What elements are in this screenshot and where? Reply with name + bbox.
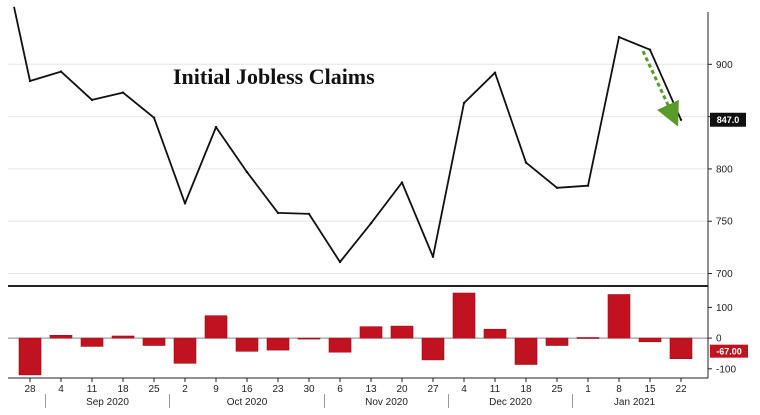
lower-tick-label: 0 [716, 334, 722, 345]
change-bar [204, 315, 228, 339]
bar-last-value-tag: -67.00 [710, 344, 748, 358]
x-tick-label: 13 [365, 384, 377, 395]
change-bar [607, 294, 631, 339]
claims-change-panel: 100 0 -100 -67.00 [8, 292, 748, 376]
x-tick-label: 23 [272, 384, 284, 395]
claims-point [400, 181, 404, 184]
change-bar [49, 334, 73, 339]
change-bar [638, 337, 662, 343]
x-tick-label: 9 [213, 384, 219, 395]
claims-point [431, 255, 435, 258]
x-tick-label: 22 [675, 384, 687, 395]
change-bar [266, 337, 290, 351]
claims-point [183, 202, 187, 205]
trend-arrow [641, 50, 679, 127]
x-tick-label: 18 [117, 384, 129, 395]
claims-point [524, 161, 528, 164]
change-bar [669, 337, 693, 360]
change-bar [142, 337, 166, 346]
change-bar [483, 328, 507, 339]
x-tick-label: 27 [427, 384, 439, 395]
x-tick-label: 6 [337, 384, 343, 395]
lower-tick-label: 100 [716, 303, 733, 314]
x-tick-label: 4 [58, 384, 64, 395]
claims-point [586, 184, 590, 187]
claims-line [13, 6, 682, 263]
claims-point [369, 222, 373, 225]
x-tick-label: 11 [87, 384, 98, 395]
x-month-label: Nov 2020 [365, 397, 408, 408]
change-bar [452, 292, 476, 339]
claims-point [338, 260, 342, 264]
x-tick-label: 2 [182, 384, 188, 395]
change-bar [390, 325, 414, 339]
change-bar [111, 335, 135, 339]
claims-point [28, 79, 32, 83]
change-bar [80, 337, 104, 347]
upper-tick-label: 750 [716, 217, 733, 228]
claims-point [276, 211, 280, 215]
x-tick-label: 11 [490, 384, 501, 395]
bar-last-value-label: -67.00 [716, 347, 742, 357]
last-value-tag: 847.0 [710, 112, 746, 127]
claims-point [462, 101, 466, 105]
change-bar [235, 337, 259, 352]
claims-point [245, 170, 249, 174]
x-axis: 28 4 11 18 25 2 9 16 23 30 6 13 20 27 4 11 18 25 1 8 15 22Sep… [24, 378, 687, 408]
claims-point [493, 71, 497, 74]
claims-point [555, 186, 559, 189]
upper-tick-label: 800 [716, 164, 733, 175]
change-bar [297, 337, 321, 340]
x-month-label: Dec 2020 [489, 397, 532, 408]
x-tick-label: 28 [24, 384, 36, 395]
change-bar [18, 337, 42, 376]
x-tick-label: 16 [241, 384, 253, 395]
claims-points [28, 35, 683, 264]
x-tick-label: 8 [616, 384, 622, 395]
claims-y-axis: 700750800850900 [708, 60, 733, 280]
x-tick-label: 4 [461, 384, 467, 395]
change-y-axis: 100 0 -100 [708, 303, 736, 375]
change-bar [328, 337, 352, 353]
x-tick-label: 15 [644, 384, 656, 395]
claims-point [90, 98, 94, 102]
x-tick-label: 1 [585, 384, 591, 395]
claims-line-panel: Initial Jobless Claims 700750800850900 8… [8, 6, 746, 280]
x-month-label: Sep 2020 [86, 397, 129, 408]
x-tick-label: 20 [396, 384, 408, 395]
change-bar [545, 337, 569, 346]
x-tick-label: 25 [551, 384, 563, 395]
change-bar [173, 337, 197, 364]
x-tick-label: 18 [520, 384, 532, 395]
change-bars [18, 292, 693, 376]
claims-point [59, 70, 63, 73]
claims-point [121, 91, 125, 94]
change-bar [421, 337, 445, 361]
claims-point [152, 116, 156, 119]
claims-point [679, 118, 683, 122]
change-bar [514, 337, 538, 365]
lower-tick-label: -100 [716, 364, 736, 375]
change-bar [359, 326, 383, 339]
claims-point [648, 48, 652, 51]
upper-tick-label: 900 [716, 60, 733, 71]
x-tick-label: 30 [303, 384, 315, 395]
x-tick-label: 25 [148, 384, 160, 395]
claims-point [307, 212, 311, 216]
last-value-label: 847.0 [717, 115, 740, 125]
change-bar [576, 337, 600, 339]
claims-point [214, 125, 218, 129]
x-month-label: Oct 2020 [227, 397, 268, 408]
chart-title: Initial Jobless Claims [173, 64, 375, 89]
x-month-label: Jan 2021 [614, 397, 656, 408]
upper-tick-label: 700 [716, 269, 733, 280]
claims-point [617, 35, 621, 39]
upper-gridlines [8, 63, 708, 275]
